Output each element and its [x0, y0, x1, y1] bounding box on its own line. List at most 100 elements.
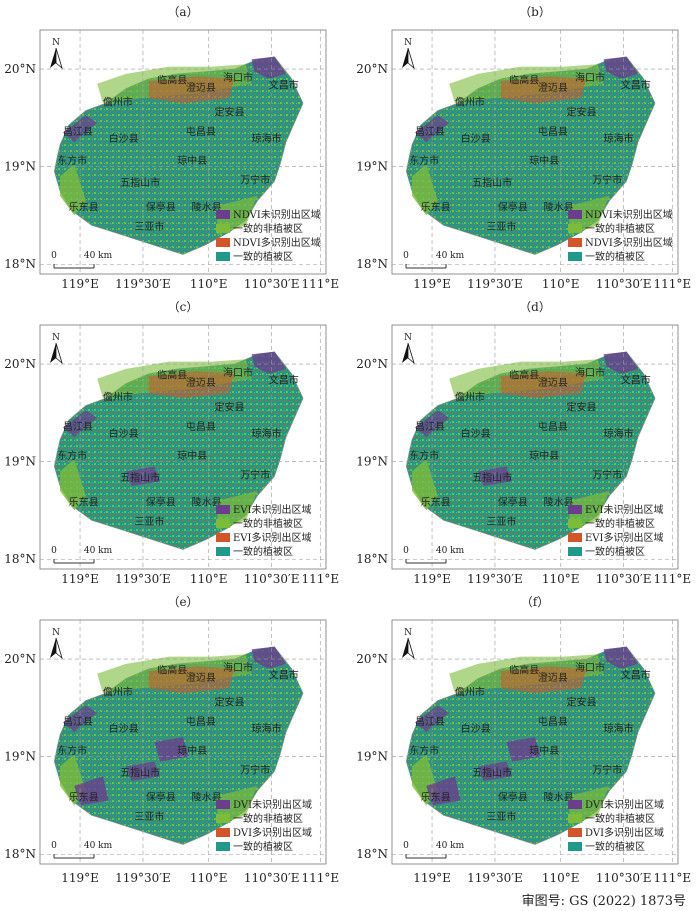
- legend-swatch: [568, 842, 582, 851]
- place-label: 五指山市: [472, 766, 512, 779]
- lat-label: 19°N: [4, 750, 36, 764]
- place-label: 澄迈县: [538, 376, 568, 389]
- lat-label: 19°N: [356, 160, 388, 174]
- lon-label: 111°E: [301, 572, 339, 586]
- legend-swatch: [216, 828, 230, 837]
- legend-label: 一致的植被区: [585, 840, 645, 853]
- legend-swatch: [216, 224, 230, 233]
- north-label: N: [52, 333, 60, 343]
- place-label: 昌江县: [63, 421, 93, 433]
- lat-label: 20°N: [4, 62, 36, 76]
- legend-label: EVI多识别出区域: [585, 531, 663, 544]
- place-label: 乐东县: [421, 496, 451, 509]
- scale-label: 0: [51, 251, 57, 261]
- lon-label: 110°30′E: [596, 572, 652, 586]
- north-arrow-icon: [407, 342, 415, 365]
- legend-label: EVI未识别出区域: [585, 503, 663, 516]
- class-patch: [251, 646, 286, 669]
- north-label: N: [404, 38, 412, 48]
- legend-swatch: [216, 547, 230, 556]
- legend-swatch: [216, 238, 230, 247]
- lon-label: 119°E: [413, 572, 451, 586]
- place-label: 文昌市: [269, 79, 299, 92]
- class-patch: [154, 737, 189, 762]
- legend-label: 一致的非植被区: [585, 222, 655, 235]
- place-label: 海口市: [575, 71, 605, 84]
- class-patch: [603, 646, 638, 669]
- place-label: 东方市: [409, 449, 439, 462]
- place-label: 临高县: [157, 74, 187, 87]
- place-label: 昌江县: [415, 421, 445, 433]
- place-label: 三亚市: [486, 515, 516, 528]
- place-label: 万宁市: [592, 764, 622, 777]
- place-label: 琼中县: [177, 154, 207, 167]
- class-patch: [251, 56, 286, 79]
- place-label: 东方市: [57, 744, 87, 757]
- lat-label: 19°N: [4, 455, 36, 469]
- panel-label: （d）: [519, 300, 551, 314]
- legend-swatch: [568, 238, 582, 247]
- place-label: 白沙县: [109, 427, 139, 440]
- legend-label: 一致的植被区: [233, 545, 293, 558]
- place-label: 昌江县: [415, 716, 445, 728]
- legend-swatch: [568, 828, 582, 837]
- lat-label: 18°N: [4, 257, 36, 271]
- place-label: 文昌市: [269, 669, 299, 682]
- lon-label: 110°E: [542, 871, 580, 885]
- lon-label: 110°E: [190, 871, 228, 885]
- place-label: 琼海市: [604, 132, 634, 145]
- place-label: 临高县: [509, 369, 539, 382]
- lat-label: 20°N: [4, 357, 36, 371]
- place-label: 保亭县: [146, 496, 176, 509]
- legend-swatch: [568, 252, 582, 261]
- legend-swatch: [216, 533, 230, 542]
- lon-label: 111°E: [653, 871, 691, 885]
- lon-label: 119°30′E: [115, 572, 171, 586]
- place-label: 屯昌县: [186, 715, 216, 728]
- north-label: N: [52, 38, 60, 48]
- lon-label: 119°30′E: [467, 277, 523, 291]
- place-label: 澄迈县: [186, 376, 216, 389]
- place-label: 陵水县: [192, 792, 222, 804]
- map-frame: [39, 29, 327, 275]
- lon-label: 110°30′E: [244, 871, 300, 885]
- place-label: 琼海市: [604, 722, 634, 735]
- legend-label: NDVI未识别出区域: [585, 208, 673, 221]
- place-label: 万宁市: [240, 764, 270, 777]
- lon-label: 110°E: [542, 572, 580, 586]
- place-label: 白沙县: [109, 132, 139, 145]
- place-label: 琼海市: [604, 427, 634, 440]
- class-patch: [412, 459, 438, 511]
- lon-label: 110°E: [190, 277, 228, 291]
- place-label: 海口市: [223, 661, 253, 674]
- map-frame: [391, 324, 679, 570]
- place-label: 澄迈县: [186, 81, 216, 94]
- place-label: 定安县: [214, 105, 244, 118]
- scale-label: 0: [403, 546, 409, 556]
- place-label: 屯昌县: [186, 125, 216, 138]
- class-patch: [60, 459, 86, 511]
- legend-swatch: [216, 814, 230, 823]
- class-patch: [251, 351, 286, 374]
- legend-swatch: [568, 547, 582, 556]
- lat-label: 18°N: [356, 847, 388, 861]
- place-label: 琼海市: [252, 722, 282, 735]
- place-label: 白沙县: [109, 722, 139, 735]
- north-arrow-icon: [402, 638, 408, 658]
- legend-swatch: [568, 814, 582, 823]
- place-label: 儋州市: [103, 686, 133, 699]
- place-label: 东方市: [57, 154, 87, 167]
- lon-label: 111°E: [653, 277, 691, 291]
- panel-label: （a）: [167, 5, 198, 19]
- legend-swatch: [216, 800, 230, 809]
- place-label: 定安县: [214, 400, 244, 413]
- north-label: N: [404, 628, 412, 638]
- lon-label: 119°E: [413, 277, 451, 291]
- legend-label: 一致的植被区: [585, 250, 645, 263]
- class-patch: [477, 761, 513, 781]
- place-label: 三亚市: [486, 810, 516, 823]
- map-panel: （e） 20°N 19°N 18°N 119°E 119°30′E 110°E 110°30′…: [4, 595, 339, 885]
- lon-label: 119°E: [413, 871, 451, 885]
- north-arrow-icon: [50, 343, 56, 363]
- class-patch: [500, 76, 587, 104]
